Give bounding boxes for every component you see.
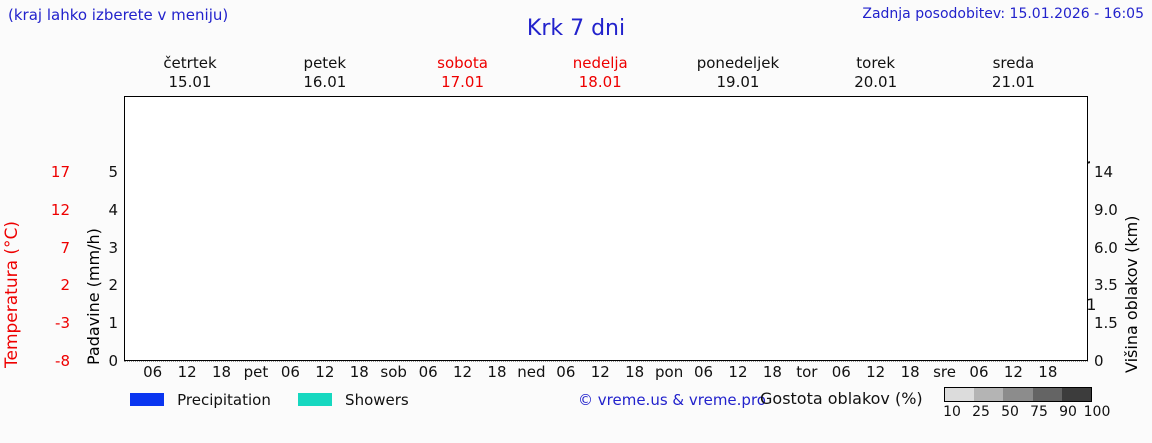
- time-tick-label: 18: [762, 363, 782, 381]
- time-tick-label: 18: [625, 363, 645, 381]
- copyright-link[interactable]: © vreme.us & vreme.pro: [578, 391, 766, 409]
- ytemp-tick: 7: [60, 238, 70, 257]
- day-name: torek: [856, 54, 896, 72]
- day-name: sobota: [437, 54, 488, 72]
- day-header-6: sreda 21.01: [945, 54, 1083, 92]
- cloud-density-label: Gostota oblakov (%): [760, 389, 923, 408]
- time-tick-label: 18: [349, 363, 369, 381]
- time-tick-label: 18: [900, 363, 920, 381]
- cloud-axis-tick: 3.5: [1094, 276, 1118, 295]
- density-tick: 90: [1059, 404, 1077, 420]
- time-tick-label: 06: [143, 363, 163, 381]
- day-header-2: sobota 17.01: [394, 54, 532, 92]
- yprec-tick: 5: [108, 163, 118, 181]
- day-date: 15.01: [168, 73, 212, 91]
- density-tick: 100: [1083, 404, 1111, 420]
- day-name: ponedeljek: [696, 54, 780, 72]
- ytemp-tick: 2: [60, 276, 70, 295]
- yprec-tick: 1: [108, 314, 118, 333]
- density-swatch-1: [974, 388, 1004, 401]
- time-tick-label: 06: [556, 363, 576, 381]
- time-tick-label: 06: [969, 363, 989, 381]
- day-header-0: četrtek 15.01: [124, 54, 256, 92]
- density-tick: 75: [1030, 404, 1048, 420]
- density-swatch-0: [945, 388, 975, 401]
- cloud-axis-tick: 0: [1094, 352, 1104, 370]
- cloud-axis-tick: 14: [1094, 163, 1114, 181]
- time-tick-label: 06: [280, 363, 300, 381]
- showers-legend-label: Showers: [345, 390, 409, 409]
- day-date: 19.01: [716, 73, 760, 91]
- time-tick-label: ned: [517, 363, 546, 381]
- day-header-3: nedelja 18.01: [531, 54, 669, 92]
- density-tick: 25: [972, 404, 990, 420]
- day-date: 17.01: [441, 73, 485, 91]
- day-date: 16.01: [303, 73, 347, 91]
- density-tick: 10: [943, 404, 961, 420]
- cloud-axis-tick: 9.0: [1094, 200, 1118, 219]
- yprec-tick: 0: [108, 352, 118, 370]
- ytemp-tick: -3: [55, 314, 70, 333]
- time-tick-label: 12: [590, 363, 610, 381]
- cloud-density-scale: [944, 387, 1092, 402]
- time-tick-label: 12: [315, 363, 335, 381]
- day-date: 21.01: [991, 73, 1035, 91]
- page-title: Krk 7 dni: [526, 16, 626, 41]
- day-header-4: ponedeljek 19.01: [669, 54, 807, 92]
- day-date: 18.01: [578, 73, 622, 91]
- day-name: nedelja: [572, 54, 628, 72]
- location-hint[interactable]: (kraj lahko izberete v meniju): [8, 6, 229, 24]
- time-tick-label: 18: [1038, 363, 1058, 381]
- time-tick-label: 06: [694, 363, 714, 381]
- time-tick-label: 06: [418, 363, 438, 381]
- density-swatch-2: [1003, 388, 1033, 401]
- time-tick-label: tor: [796, 363, 818, 381]
- time-tick-label: 12: [866, 363, 886, 381]
- density-swatch-3: [1032, 388, 1062, 401]
- cloud-axis-tick: 1.5: [1094, 314, 1118, 333]
- ytemp-tick: 17: [50, 163, 70, 181]
- day-name: petek: [303, 54, 347, 72]
- yprec-tick: 4: [108, 200, 118, 219]
- day-header-5: torek 20.01: [807, 54, 945, 92]
- precipitation-legend-label: Precipitation: [177, 390, 271, 409]
- time-tick-label: 12: [728, 363, 748, 381]
- last-update-label: Zadnja posodobitev: 15.01.2026 - 16:05: [862, 6, 1144, 22]
- ytemp-tick: -8: [55, 352, 70, 370]
- time-tick-label: pet: [243, 363, 269, 381]
- time-tick-label: pon: [655, 363, 684, 381]
- time-tick-label: 12: [1003, 363, 1023, 381]
- time-tick-label: sre: [933, 363, 956, 381]
- time-tick-label: 18: [487, 363, 507, 381]
- yprec-tick: 2: [108, 276, 118, 295]
- time-tick-label: 06: [831, 363, 851, 381]
- ytemp-tick: 12: [50, 200, 70, 219]
- temperature-axis-title: Temperatura (°C): [2, 220, 22, 368]
- density-swatch-4: [1061, 388, 1092, 401]
- day-name: četrtek: [163, 54, 217, 72]
- series-legend: Precipitation Showers: [130, 389, 431, 409]
- cloud-axis-tick: 6.0: [1094, 238, 1118, 257]
- plot-frame: [124, 96, 1088, 361]
- day-name: sreda: [992, 54, 1035, 72]
- chart-gridline: [124, 361, 1088, 362]
- yprec-tick: 3: [108, 238, 118, 257]
- day-header-1: petek 16.01: [256, 54, 394, 92]
- day-date: 20.01: [854, 73, 898, 91]
- time-tick-label: 12: [177, 363, 197, 381]
- time-tick-label: 12: [453, 363, 473, 381]
- precipitation-swatch: [130, 393, 164, 406]
- time-tick-label: 18: [212, 363, 232, 381]
- cloud-height-axis-title: Višina oblakov (km): [1122, 215, 1141, 373]
- density-tick: 50: [1001, 404, 1019, 420]
- time-tick-label: sob: [380, 363, 407, 381]
- showers-swatch: [297, 393, 332, 406]
